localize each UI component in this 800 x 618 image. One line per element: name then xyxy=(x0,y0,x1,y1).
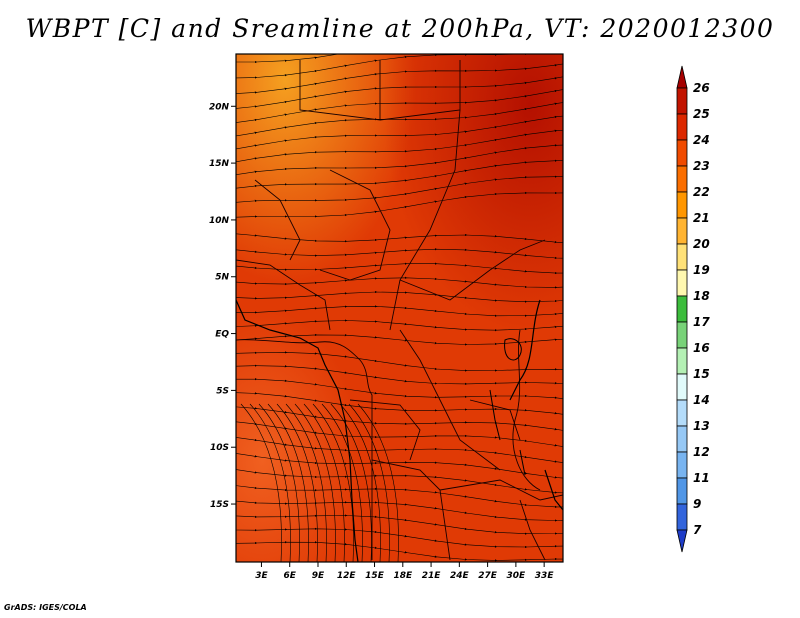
colorbar-label: 17 xyxy=(693,315,710,329)
streamline xyxy=(236,276,563,289)
lon-tick-label: 33E xyxy=(535,571,555,581)
lakes xyxy=(489,338,526,476)
colorbar-label: 18 xyxy=(693,289,710,303)
streamline xyxy=(236,248,563,260)
colorbar-label: 16 xyxy=(693,341,710,355)
streamline xyxy=(236,262,563,275)
colorbar-label: 25 xyxy=(693,107,710,121)
latitude-axis: 20N 15N 10N 5N EQ 5S 10S 15S xyxy=(209,102,236,510)
colorbar-box xyxy=(676,217,688,245)
colorbar-box xyxy=(676,503,688,531)
colorbar-box xyxy=(676,425,688,453)
colorbar-box xyxy=(676,321,688,349)
streamline xyxy=(249,403,291,562)
lon-tick-label: 6E xyxy=(284,571,297,581)
streamlines xyxy=(236,54,563,562)
lon-tick-label: 24E xyxy=(450,571,470,581)
lon-tick-label: 21E xyxy=(422,571,442,581)
colorbar-label: 22 xyxy=(693,185,710,199)
grads-credit: GrADS: IGES/COLA xyxy=(4,603,87,612)
lat-tick-label: 5N xyxy=(215,273,229,283)
colorbar-label: 23 xyxy=(693,159,710,173)
colorbar-label: 24 xyxy=(693,133,710,147)
colorbar-box xyxy=(676,477,688,505)
colorbar-label: 21 xyxy=(693,211,710,225)
streamline xyxy=(357,403,399,562)
colorbar-box xyxy=(676,451,688,479)
streamline xyxy=(294,403,336,562)
colorbar-bottom-arrow xyxy=(676,529,688,553)
colorbar-label: 9 xyxy=(693,497,701,511)
streamline xyxy=(236,319,563,332)
streamline xyxy=(285,403,327,562)
lon-tick-label: 12E xyxy=(337,571,357,581)
colorbar-box xyxy=(676,165,688,193)
streamline xyxy=(339,403,381,562)
streamline xyxy=(236,290,563,303)
streamline xyxy=(236,333,563,346)
colorbar-box xyxy=(676,113,688,141)
streamline xyxy=(312,403,354,562)
colorbar-box xyxy=(676,347,688,375)
longitude-axis: 3E 6E 9E 12E 15E 18E 21E 24E 27E 30E 33E xyxy=(255,562,554,581)
colorbar-label: 20 xyxy=(693,237,710,251)
colorbar-box xyxy=(676,373,688,401)
wbpt-field xyxy=(236,54,563,562)
lon-tick-label: 9E xyxy=(312,571,325,581)
lon-tick-label: 30E xyxy=(507,571,527,581)
streamline xyxy=(303,403,345,562)
streamline xyxy=(236,233,563,244)
lat-tick-label: 20N xyxy=(209,102,230,112)
streamline xyxy=(330,403,372,562)
lat-tick-label: 5S xyxy=(216,386,229,396)
colorbar-top-arrow xyxy=(676,65,688,89)
colorbar-box xyxy=(676,295,688,323)
colorbar-label: 12 xyxy=(693,445,710,459)
lon-tick-label: 15E xyxy=(365,571,385,581)
colorbar-label: 14 xyxy=(693,393,710,407)
colorbar-label: 7 xyxy=(693,523,702,537)
lon-tick-label: 18E xyxy=(393,571,413,581)
lat-tick-label: 15S xyxy=(210,500,229,510)
streamline xyxy=(348,403,390,562)
colorbar-box xyxy=(676,269,688,297)
lon-tick-label: 3E xyxy=(255,571,268,581)
colorbar-box xyxy=(676,191,688,219)
streamline xyxy=(236,305,563,317)
coastline xyxy=(236,299,563,562)
lat-tick-label: EQ xyxy=(215,330,229,340)
streamline xyxy=(236,541,563,562)
streamline xyxy=(276,403,318,562)
lon-tick-label: 27E xyxy=(478,571,498,581)
streamline xyxy=(267,403,309,562)
streamline xyxy=(236,191,563,218)
streamline xyxy=(240,403,282,562)
colorbar-label: 13 xyxy=(693,419,710,433)
map-title: WBPT [C] and Sreamline at 200hPa, VT: 20… xyxy=(25,14,775,43)
colorbar-box xyxy=(676,399,688,427)
lat-tick-label: 15N xyxy=(209,159,230,169)
colorbar-box xyxy=(676,243,688,271)
streamline xyxy=(321,403,363,562)
colorbar-label: 19 xyxy=(693,263,710,277)
lat-tick-label: 10S xyxy=(210,443,229,453)
streamline xyxy=(258,403,300,562)
colorbar-label: 15 xyxy=(693,367,710,381)
colorbar: 26 25 24 23 22 21 20 19 18 17 16 15 14 13 12 11 9 7 xyxy=(676,65,710,553)
lat-tick-label: 10N xyxy=(209,216,230,226)
colorbar-box xyxy=(676,139,688,167)
colorbar-box xyxy=(676,87,688,115)
colorbar-label: 26 xyxy=(693,81,710,95)
map-frame xyxy=(235,53,564,563)
colorbar-label: 11 xyxy=(693,471,710,485)
